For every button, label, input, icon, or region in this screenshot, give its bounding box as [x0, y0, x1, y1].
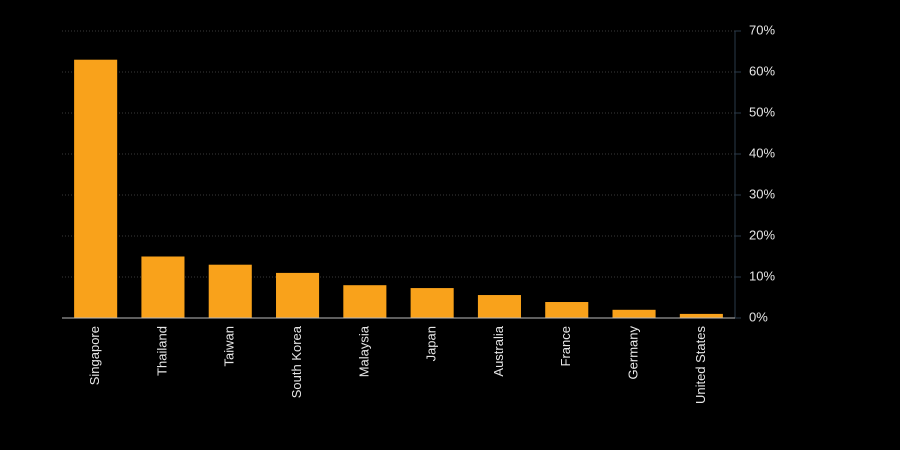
y-tick-label: 40% [749, 145, 775, 160]
x-tick-label: Japan [424, 326, 439, 361]
bar [343, 285, 387, 318]
y-tick-label: 60% [749, 63, 775, 78]
bar [477, 295, 521, 318]
bar [276, 272, 320, 318]
x-tick-label: Taiwan [222, 326, 237, 366]
x-tick-label: Australia [491, 325, 506, 376]
x-tick-label: France [558, 326, 573, 366]
y-tick-label: 70% [749, 22, 775, 37]
x-tick-label: Malaysia [356, 325, 371, 377]
x-tick-label: Germany [625, 326, 640, 380]
bar [612, 309, 656, 318]
bar [141, 256, 185, 318]
bar [410, 288, 454, 318]
y-tick-label: 30% [749, 186, 775, 201]
x-tick-label: Thailand [154, 326, 169, 376]
bar [679, 313, 723, 318]
y-tick-label: 20% [749, 227, 775, 242]
x-tick-label: South Korea [289, 325, 304, 398]
bar [545, 302, 589, 318]
y-tick-label: 50% [749, 104, 775, 119]
bar [74, 59, 118, 318]
bar [208, 264, 252, 318]
x-tick-label: United States [693, 326, 708, 405]
x-tick-label: Singapore [87, 326, 102, 385]
y-tick-label: 0% [749, 309, 768, 324]
y-tick-label: 10% [749, 268, 775, 283]
